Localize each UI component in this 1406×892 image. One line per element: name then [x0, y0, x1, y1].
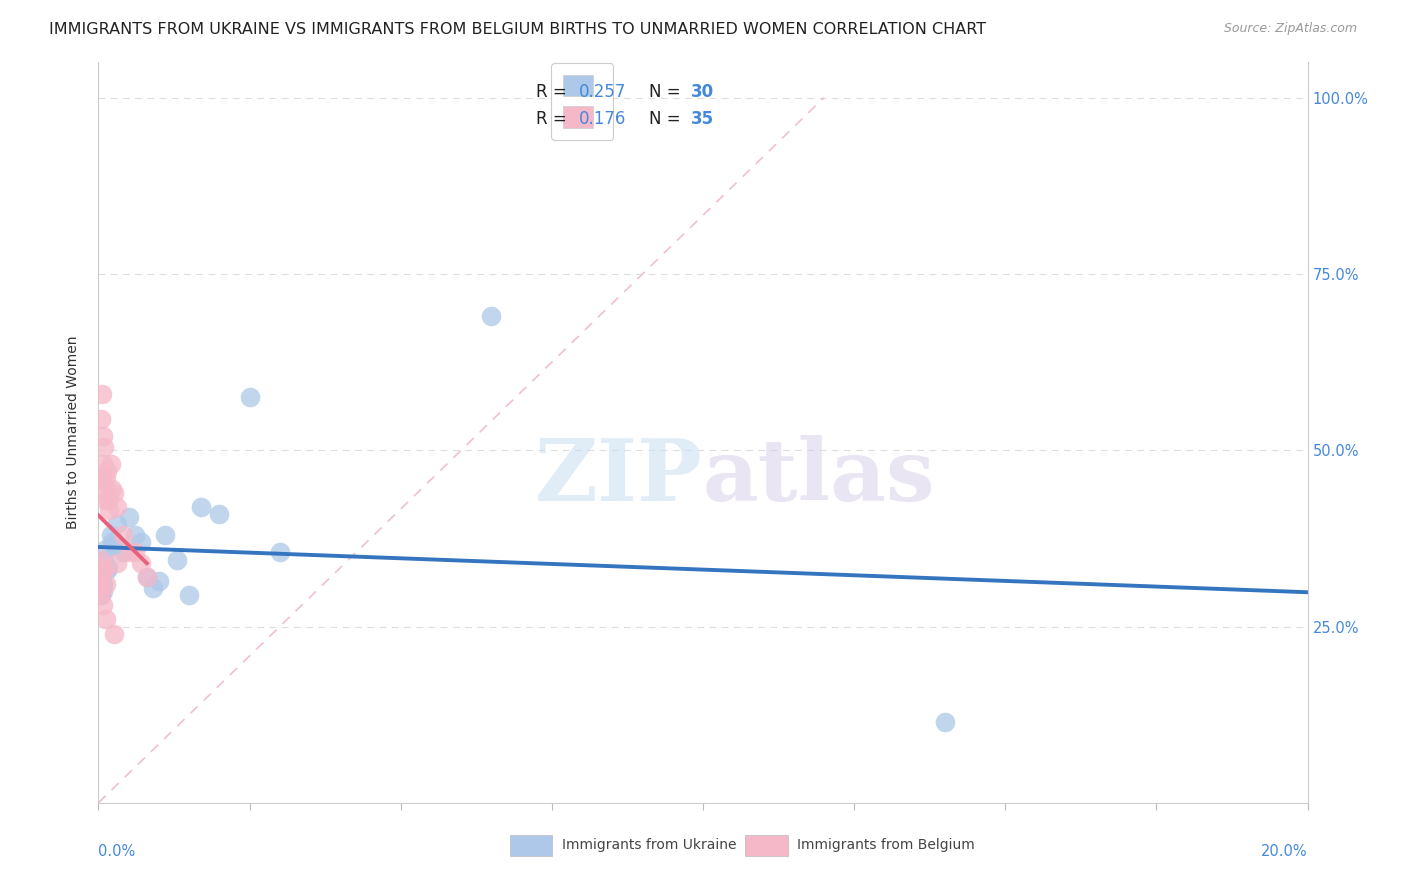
Point: [269, 545, 291, 559]
Point: [105, 500, 128, 514]
Point: [166, 552, 188, 566]
Legend: , : ,: [551, 63, 613, 139]
Point: [100, 482, 122, 496]
Point: [100, 535, 122, 549]
Point: [124, 528, 146, 542]
Point: [153, 528, 176, 542]
Text: Immigrants from Belgium: Immigrants from Belgium: [797, 838, 976, 852]
Point: [129, 535, 152, 549]
Point: [103, 626, 125, 640]
FancyBboxPatch shape: [509, 836, 551, 856]
Point: [142, 581, 165, 595]
Text: N =: N =: [648, 111, 686, 128]
Point: [89, 577, 111, 591]
Point: [103, 485, 125, 500]
Text: R =: R =: [536, 111, 572, 128]
Point: [100, 528, 122, 542]
Point: [103, 538, 125, 552]
Point: [93, 563, 115, 577]
Point: [94, 492, 117, 507]
Point: [91, 599, 114, 613]
Point: [97, 492, 120, 507]
Point: [91, 559, 114, 574]
Point: [93, 440, 115, 454]
Point: [91, 584, 114, 599]
Point: [118, 510, 141, 524]
Point: [94, 612, 117, 626]
Point: [179, 588, 201, 602]
Text: Immigrants from Ukraine: Immigrants from Ukraine: [561, 838, 735, 852]
Point: [94, 471, 117, 485]
Point: [135, 570, 157, 584]
Point: [208, 507, 231, 521]
Point: [91, 458, 114, 472]
Point: [934, 714, 956, 729]
Point: [111, 528, 134, 542]
Text: 30: 30: [690, 83, 714, 101]
Text: ZIP: ZIP: [536, 435, 703, 519]
Text: IMMIGRANTS FROM UKRAINE VS IMMIGRANTS FROM BELGIUM BIRTHS TO UNMARRIED WOMEN COR: IMMIGRANTS FROM UKRAINE VS IMMIGRANTS FR…: [49, 22, 987, 37]
Point: [90, 552, 112, 566]
Point: [93, 552, 115, 566]
Point: [105, 517, 128, 532]
Point: [98, 503, 121, 517]
Point: [94, 541, 117, 556]
Point: [90, 588, 112, 602]
Point: [96, 464, 118, 478]
Text: 0.257: 0.257: [578, 83, 626, 101]
FancyBboxPatch shape: [745, 836, 787, 856]
Point: [100, 458, 122, 472]
Point: [91, 387, 114, 401]
Point: [89, 581, 111, 595]
Point: [148, 574, 170, 588]
Point: [90, 581, 112, 595]
Point: [96, 563, 118, 577]
Text: atlas: atlas: [703, 435, 935, 519]
Text: N =: N =: [648, 83, 686, 101]
Point: [91, 570, 114, 584]
Point: [89, 581, 111, 595]
Point: [90, 471, 112, 485]
Text: R =: R =: [536, 83, 572, 101]
Text: 20.0%: 20.0%: [1261, 844, 1308, 858]
Point: [94, 577, 117, 591]
Point: [91, 563, 114, 577]
Point: [90, 588, 112, 602]
Text: Source: ZipAtlas.com: Source: ZipAtlas.com: [1223, 22, 1357, 36]
Point: [96, 485, 118, 500]
Text: 35: 35: [690, 111, 714, 128]
Point: [124, 545, 146, 559]
Point: [118, 545, 141, 559]
Point: [481, 310, 503, 324]
Point: [105, 556, 128, 570]
Point: [93, 475, 115, 489]
Text: 0.176: 0.176: [578, 111, 626, 128]
Point: [91, 577, 114, 591]
Point: [239, 390, 262, 404]
Point: [135, 570, 157, 584]
Point: [89, 577, 111, 591]
Point: [190, 500, 212, 514]
Point: [129, 556, 152, 570]
Text: 0.0%: 0.0%: [98, 844, 135, 858]
Point: [90, 411, 112, 425]
Y-axis label: Births to Unmarried Women: Births to Unmarried Women: [66, 336, 80, 529]
Point: [91, 429, 114, 443]
Point: [97, 559, 120, 574]
Point: [111, 545, 134, 559]
